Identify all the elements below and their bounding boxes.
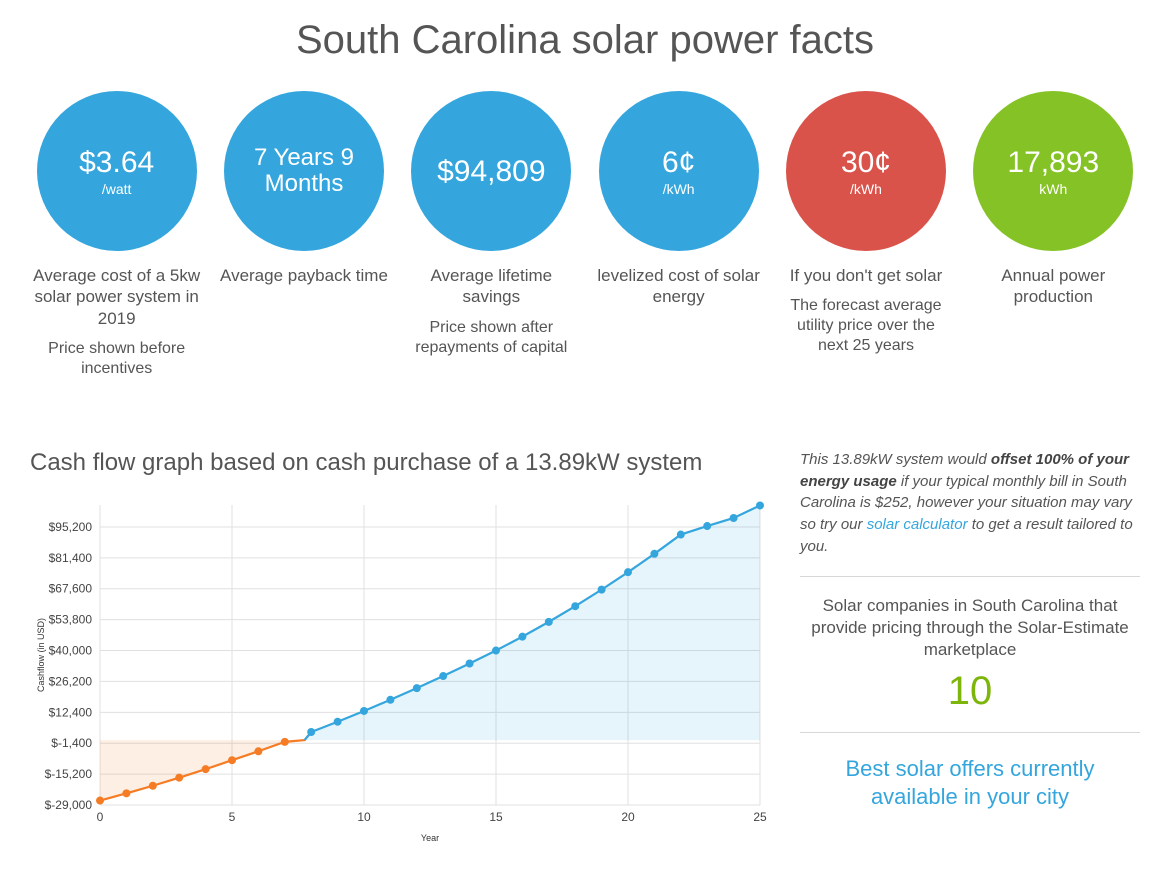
svg-text:Cashflow (in USD): Cashflow (in USD) xyxy=(36,618,46,692)
svg-text:15: 15 xyxy=(489,810,503,824)
stat-label: Average payback time xyxy=(220,265,388,286)
svg-text:Year: Year xyxy=(421,833,439,843)
divider xyxy=(800,732,1140,733)
stat-circle: 30¢ /kWh xyxy=(786,91,946,251)
stat-value: 30¢ xyxy=(841,146,891,179)
stat-label: Average lifetime savings xyxy=(406,265,576,308)
stat-value: $94,809 xyxy=(437,155,545,188)
chart-title: Cash flow graph based on cash purchase o… xyxy=(30,449,770,477)
stat-label: If you don't get solar xyxy=(790,265,943,286)
stat-label: Average cost of a 5kw solar power system… xyxy=(32,265,202,329)
stats-row: $3.64/watt Average cost of a 5kw solar po… xyxy=(20,91,1150,379)
svg-text:20: 20 xyxy=(621,810,635,824)
stat-circle: $94,809 xyxy=(411,91,571,251)
stat-circle: 6¢ /kWh xyxy=(599,91,759,251)
system-note: This 13.89kW system would offset 100% of… xyxy=(800,449,1140,558)
best-offers-link[interactable]: Best solar offers currently available in… xyxy=(800,755,1140,812)
stat-circle: 17,893 kWh xyxy=(973,91,1133,251)
note-text: This 13.89kW system would xyxy=(800,451,991,468)
stat-value: 6¢ xyxy=(662,146,695,179)
companies-label: Solar companies in South Carolina that p… xyxy=(800,595,1140,661)
stat-unit: /watt xyxy=(102,181,132,197)
stat-circle: 7 Years 9 Months xyxy=(224,91,384,251)
stat-value: $3.64 xyxy=(79,146,154,179)
stat-value: 17,893 xyxy=(1007,146,1099,179)
svg-text:0: 0 xyxy=(97,810,104,824)
stat-unit: /kWh xyxy=(850,181,882,197)
svg-text:$40,000: $40,000 xyxy=(49,643,93,657)
svg-text:$-15,200: $-15,200 xyxy=(45,767,93,781)
svg-text:$95,200: $95,200 xyxy=(49,520,93,534)
stat-item: 7 Years 9 Months Average payback time xyxy=(217,91,390,379)
svg-text:5: 5 xyxy=(229,810,236,824)
cashflow-chart: $-29,000 $-15,200 $-1,400 $12,400 $26,200 $40… xyxy=(30,485,770,845)
svg-text:$-29,000: $-29,000 xyxy=(45,798,93,812)
svg-text:$67,600: $67,600 xyxy=(49,581,93,595)
svg-text:$53,800: $53,800 xyxy=(49,612,93,626)
stat-item: 17,893 kWh Annual power production xyxy=(967,91,1140,379)
stat-sublabel: Price shown after repayments of capital xyxy=(406,318,576,358)
solar-calculator-link[interactable]: solar calculator xyxy=(867,516,968,533)
svg-text:$26,200: $26,200 xyxy=(49,674,93,688)
stat-circle: $3.64/watt xyxy=(37,91,197,251)
stat-label: Annual power production xyxy=(968,265,1138,308)
svg-text:$12,400: $12,400 xyxy=(49,705,93,719)
svg-text:10: 10 xyxy=(357,810,371,824)
divider xyxy=(800,576,1140,577)
stat-sublabel: Price shown before incentives xyxy=(32,339,202,379)
stat-item: 30¢ /kWh If you don't get solar The forecas… xyxy=(779,91,952,379)
stat-item: 6¢ /kWh levelized cost of solar energy xyxy=(592,91,765,379)
stat-unit: /kWh xyxy=(663,181,695,197)
stat-unit: kWh xyxy=(1039,181,1067,197)
stat-item: $94,809 Average lifetime savings Price sho… xyxy=(405,91,578,379)
stat-value: 7 Years 9 Months xyxy=(224,145,384,198)
svg-text:25: 25 xyxy=(753,810,767,824)
stat-item: $3.64/watt Average cost of a 5kw solar po… xyxy=(30,91,203,379)
stat-sublabel: The forecast average utility price over … xyxy=(781,296,951,356)
svg-text:$81,400: $81,400 xyxy=(49,551,93,565)
svg-text:$-1,400: $-1,400 xyxy=(51,736,92,750)
stat-label: levelized cost of solar energy xyxy=(594,265,764,308)
companies-count: 10 xyxy=(800,669,1140,714)
page-title: South Carolina solar power facts xyxy=(20,0,1150,91)
